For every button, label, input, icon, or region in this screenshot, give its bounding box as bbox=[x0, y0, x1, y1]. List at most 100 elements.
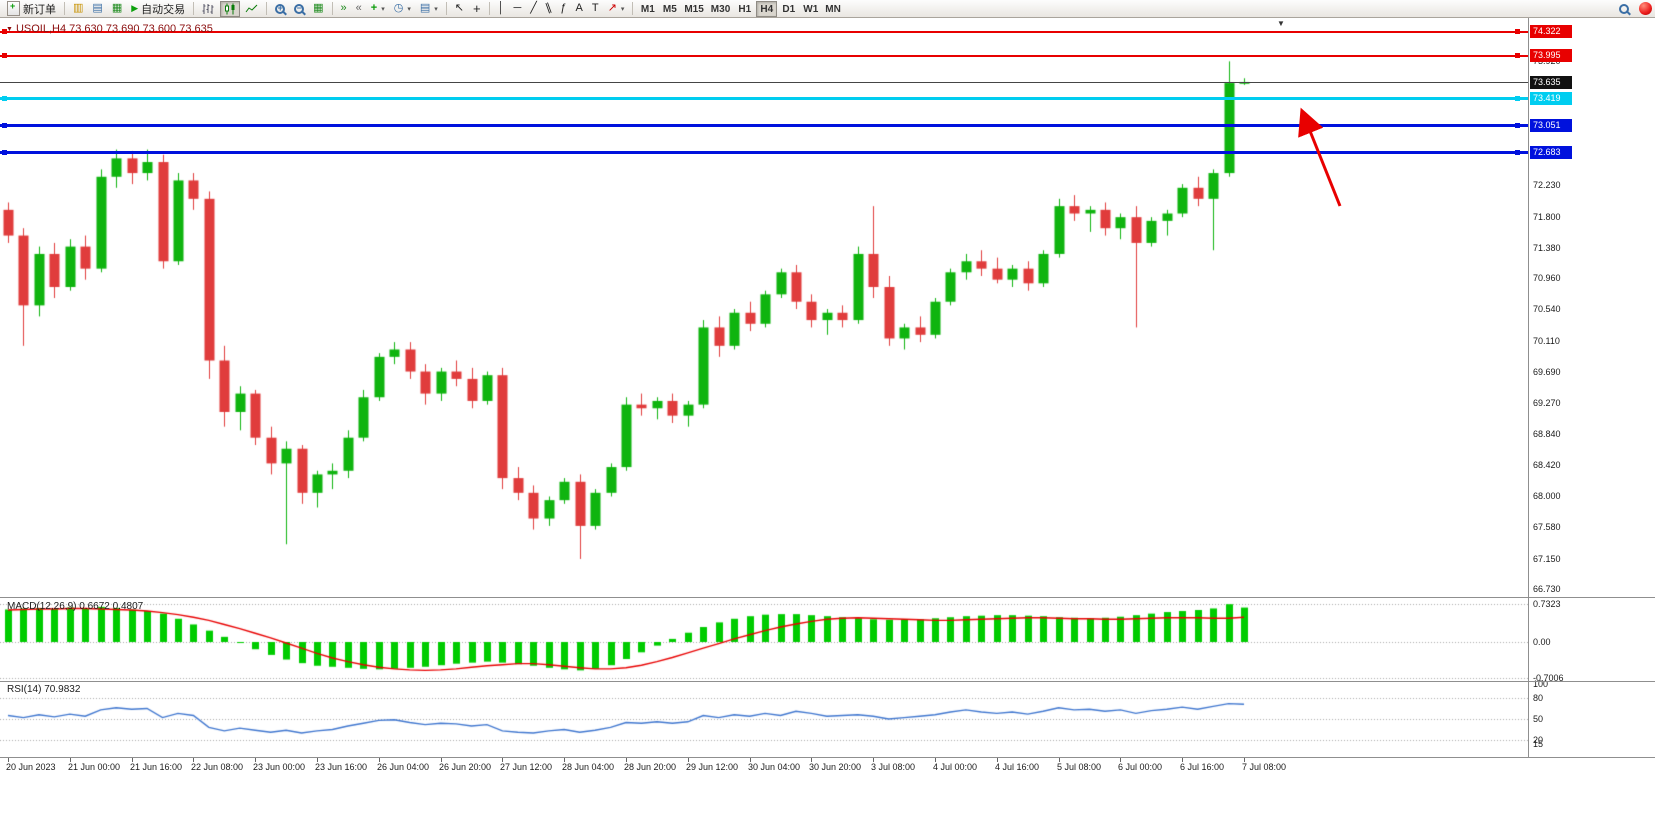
resistance-line-2-left-handle[interactable] bbox=[2, 53, 7, 59]
chart-shift-marker[interactable]: ▼ bbox=[1277, 19, 1285, 28]
templates-button[interactable]: ▤ ▾ bbox=[416, 1, 442, 17]
resistance-line-2[interactable] bbox=[0, 54, 1528, 57]
time-axis-label[interactable]: 30 Jun 04:00 bbox=[748, 762, 801, 772]
price-axis-label: 70.960 bbox=[1533, 273, 1561, 284]
profiles-button[interactable]: ▤ bbox=[88, 1, 106, 17]
time-axis-label[interactable]: 21 Jun 00:00 bbox=[68, 762, 121, 772]
time-axis-label[interactable]: 22 Jun 08:00 bbox=[191, 762, 244, 772]
trendline-button[interactable]: ╱ bbox=[526, 1, 541, 17]
annotation-arrow[interactable] bbox=[1288, 104, 1358, 216]
support-line-blue-2[interactable] bbox=[0, 150, 1528, 154]
support-line-cyan-right-handle[interactable] bbox=[1515, 95, 1520, 101]
macd-indicator-canvas[interactable] bbox=[0, 598, 1528, 682]
timeframe-button-h4[interactable]: H4 bbox=[756, 0, 778, 17]
chart-shift-button[interactable]: « bbox=[352, 1, 366, 17]
time-axis-label[interactable]: 23 Jun 00:00 bbox=[253, 762, 306, 772]
price-chart-canvas[interactable] bbox=[0, 18, 1528, 598]
clock-icon: ◷ bbox=[393, 2, 404, 14]
cursor-button[interactable]: ↖ bbox=[451, 1, 468, 17]
time-axis-tick bbox=[811, 758, 812, 762]
channel-button[interactable]: ∥ bbox=[542, 1, 556, 17]
time-axis-label[interactable]: 27 Jun 12:00 bbox=[500, 762, 553, 772]
indicators-button[interactable]: + ▾ bbox=[367, 1, 389, 17]
horizontal-line-icon: ─ bbox=[513, 2, 522, 14]
time-axis-label[interactable]: 7 Jul 08:00 bbox=[1242, 762, 1287, 772]
chart-shift-icon: « bbox=[355, 2, 362, 14]
price-axis-label: 67.580 bbox=[1533, 521, 1561, 532]
time-axis-label[interactable]: 23 Jun 16:00 bbox=[315, 762, 368, 772]
notification-badge[interactable] bbox=[1639, 2, 1652, 15]
support-line-blue-2-left-handle[interactable] bbox=[2, 149, 7, 155]
chevron-down-icon: ▾ bbox=[381, 5, 385, 13]
time-axis-label[interactable]: 3 Jul 08:00 bbox=[871, 762, 916, 772]
new-chart-button[interactable]: ▥ bbox=[69, 1, 87, 17]
time-axis-label[interactable]: 4 Jul 00:00 bbox=[933, 762, 978, 772]
time-axis-label[interactable]: 26 Jun 20:00 bbox=[439, 762, 492, 772]
timeframe-button-w1[interactable]: W1 bbox=[800, 1, 821, 17]
toolbar-separator bbox=[632, 2, 634, 15]
time-axis-label[interactable]: 4 Jul 16:00 bbox=[995, 762, 1040, 772]
bar-chart-button[interactable] bbox=[198, 1, 219, 17]
support-line-blue-1-left-handle[interactable] bbox=[2, 122, 7, 128]
text-button[interactable]: A bbox=[572, 1, 587, 17]
support-line-blue-1[interactable] bbox=[0, 123, 1528, 127]
price-axis-label: 70.110 bbox=[1533, 335, 1560, 346]
support-line-blue-2-right-handle[interactable] bbox=[1515, 149, 1520, 155]
timeframe-button-mn[interactable]: MN bbox=[822, 1, 844, 17]
timeframe-button-m5[interactable]: M5 bbox=[659, 1, 680, 17]
resistance-line-1-right-handle[interactable] bbox=[1515, 29, 1520, 35]
timeframe-button-m1[interactable]: M1 bbox=[637, 1, 658, 17]
zoom-out-button[interactable]: − bbox=[290, 1, 308, 17]
time-axis-label[interactable]: 5 Jul 08:00 bbox=[1057, 762, 1102, 772]
new-order-button[interactable]: 新订单 bbox=[3, 1, 60, 17]
resistance-line-2-right-handle[interactable] bbox=[1515, 53, 1520, 59]
support-line-blue-1-right-handle[interactable] bbox=[1515, 122, 1520, 128]
text-label-button[interactable]: T bbox=[588, 1, 603, 17]
price-axis-label: 68.420 bbox=[1533, 460, 1561, 471]
time-axis-separator bbox=[0, 757, 1655, 758]
zoom-in-button[interactable]: + bbox=[271, 1, 289, 17]
periods-button[interactable]: ◷ ▾ bbox=[390, 1, 415, 17]
time-axis-tick bbox=[70, 758, 71, 762]
line-chart-button[interactable] bbox=[241, 1, 262, 17]
price-axis-label: 72.230 bbox=[1533, 180, 1561, 191]
time-axis-label[interactable]: 30 Jun 20:00 bbox=[809, 762, 862, 772]
macd-panel-separator[interactable] bbox=[0, 597, 1655, 598]
time-axis-tick bbox=[1182, 758, 1183, 762]
support-line-cyan-left-handle[interactable] bbox=[2, 95, 7, 101]
timeframe-button-m30[interactable]: M30 bbox=[708, 1, 733, 17]
arrows-button[interactable]: ↗ ▾ bbox=[604, 1, 629, 17]
terminal-button[interactable]: ▦ bbox=[108, 1, 126, 17]
time-axis-label[interactable]: 6 Jul 00:00 bbox=[1118, 762, 1163, 772]
timeframe-button-m15[interactable]: M15 bbox=[681, 1, 706, 17]
time-axis-label[interactable]: 29 Jun 12:00 bbox=[686, 762, 739, 772]
search-button[interactable] bbox=[1615, 1, 1633, 17]
time-axis-label[interactable]: 21 Jun 16:00 bbox=[130, 762, 183, 772]
time-axis-label[interactable]: 6 Jul 16:00 bbox=[1180, 762, 1225, 772]
support-line-cyan[interactable] bbox=[0, 96, 1528, 100]
price-axis-label: 69.270 bbox=[1533, 397, 1561, 408]
auto-scroll-button[interactable]: » bbox=[337, 1, 351, 17]
candlestick-chart-button[interactable] bbox=[220, 0, 241, 17]
time-axis-tick bbox=[873, 758, 874, 762]
rsi-indicator-canvas[interactable] bbox=[0, 682, 1528, 758]
resistance-line-1[interactable] bbox=[0, 30, 1528, 33]
timeframe-button-d1[interactable]: D1 bbox=[778, 1, 799, 17]
timeframe-button-h1[interactable]: H1 bbox=[734, 1, 755, 17]
rsi-axis-label: 50 bbox=[1533, 714, 1544, 724]
time-axis-label[interactable]: 20 Jun 2023 bbox=[6, 762, 56, 772]
vertical-line-button[interactable]: │ bbox=[494, 1, 509, 17]
resistance-line-1-left-handle[interactable] bbox=[2, 29, 7, 35]
current-price-line[interactable] bbox=[0, 81, 1528, 83]
tile-windows-button[interactable]: ▦ bbox=[309, 1, 327, 17]
crosshair-button[interactable]: + bbox=[469, 1, 485, 17]
bar-chart-icon bbox=[202, 3, 214, 14]
time-axis-label[interactable]: 28 Jun 20:00 bbox=[624, 762, 677, 772]
time-axis-label[interactable]: 26 Jun 04:00 bbox=[377, 762, 430, 772]
rsi-panel-separator[interactable] bbox=[0, 681, 1655, 682]
time-axis-label[interactable]: 28 Jun 04:00 bbox=[562, 762, 615, 772]
fibonacci-button[interactable]: ƒ bbox=[556, 1, 570, 17]
horizontal-line-button[interactable]: ─ bbox=[509, 1, 525, 17]
autotrading-button[interactable]: ▶ 自动交易 bbox=[127, 1, 189, 17]
macd-label: MACD(12,26,9) 0.6672 0.4807 bbox=[7, 601, 143, 612]
